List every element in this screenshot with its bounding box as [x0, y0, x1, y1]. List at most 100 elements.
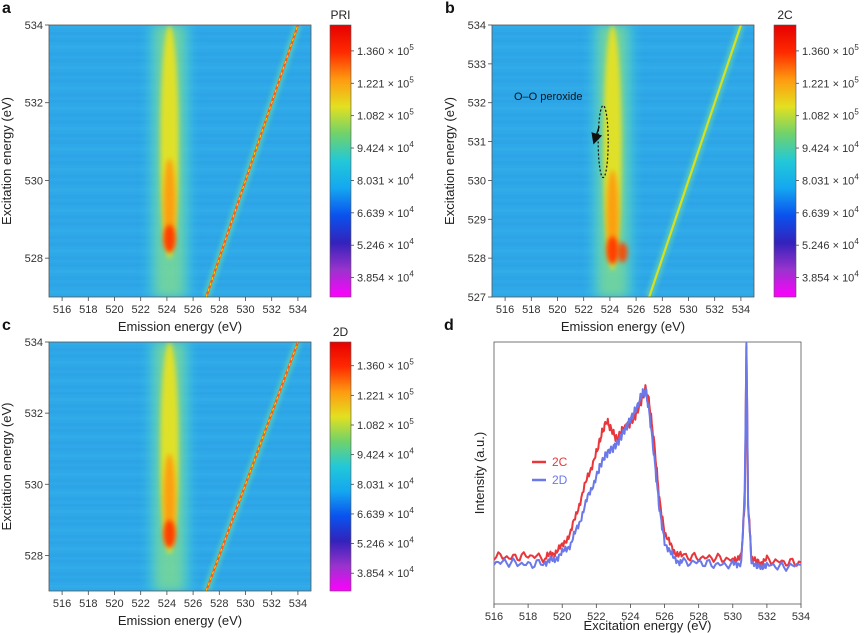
emission-peak-upper: [606, 170, 619, 261]
heatmap-image: [492, 25, 754, 297]
x-tick-label: 516: [53, 598, 71, 610]
colorbar-tick-label: 1.221 × 105: [357, 75, 414, 90]
colorbar-tick-label: 1.082 × 105: [802, 108, 859, 123]
plot-frame: [491, 24, 755, 298]
colorbar-tick-label: 5.246 × 104: [802, 237, 859, 252]
emission-peak-upper: [163, 454, 176, 545]
y-tick-label: 532: [25, 98, 43, 110]
x-tick-label: 522: [132, 598, 150, 610]
x-tick-label: 518: [519, 611, 537, 623]
colorbar-tick-label: 6.639 × 104: [357, 506, 414, 521]
x-tick-label: 526: [655, 611, 673, 623]
y-tick-label: 534: [25, 337, 43, 349]
colorbar-tick-label: 8.031 × 104: [357, 172, 414, 187]
peroxide-arrow: [591, 126, 603, 145]
x-tick-label: 534: [792, 611, 810, 623]
y-tick-label: 530: [468, 175, 486, 187]
x-tick-label: 516: [485, 611, 503, 623]
colorbar-tick-label: 6.639 × 104: [802, 205, 859, 220]
x-tick-label: 522: [132, 304, 150, 316]
y-tick-label: 529: [468, 214, 486, 226]
x-tick-label: 530: [724, 611, 742, 623]
heatmap-image: [49, 342, 311, 591]
x-tick-label: 534: [732, 304, 750, 316]
colorbar-tick-label: 1.082 × 105: [357, 417, 414, 432]
colorbar-tick-label: 6.639 × 104: [357, 205, 414, 220]
elastic-line: [205, 25, 299, 297]
x-tick-label: 532: [758, 611, 776, 623]
colorbar: [329, 24, 352, 298]
heatmap-panel-a: 516 518 520 522 524 526 528 530 532 534 528 530 532 5…: [0, 0, 414, 334]
y-tick-label: 533: [468, 59, 486, 71]
colorbar-tick-label: 3.854 × 104: [802, 270, 859, 285]
colorbar-tick-label: 1.360 × 105: [357, 43, 414, 58]
y-axis-title: Excitation energy (eV): [0, 97, 14, 225]
x-tick-label: 528: [210, 304, 228, 316]
colorbar-tick-label: 8.031 × 104: [802, 172, 859, 187]
heatmap-image: [49, 25, 311, 297]
x-tick-label: 524: [158, 598, 176, 610]
colorbar-title: 2D: [333, 325, 349, 339]
y-tick-label: 532: [468, 98, 486, 110]
x-tick-label: 524: [601, 304, 619, 316]
x-tick-label: 532: [263, 304, 281, 316]
panel-label: b: [445, 0, 455, 17]
colorbar-tick-label: 3.854 × 104: [357, 270, 414, 285]
colorbar-title: 2C: [777, 8, 793, 22]
x-tick-label: 518: [79, 598, 97, 610]
colorbar-tick-label: 9.424 × 104: [357, 140, 414, 155]
x-tick-label: 534: [289, 598, 307, 610]
colorbar-tick-label: 1.221 × 105: [357, 387, 414, 402]
y-tick-label: 532: [25, 408, 43, 420]
y-tick-label: 528: [468, 253, 486, 265]
x-tick-label: 520: [548, 304, 566, 316]
x-tick-label: 526: [627, 304, 645, 316]
x-tick-label: 528: [689, 611, 707, 623]
y-tick-label: 534: [468, 20, 486, 32]
colorbar-tick-label: 9.424 × 104: [357, 447, 414, 462]
heatmap-panel-c: 516 518 520 522 524 526 528 530 532 534 528 530 532 5…: [0, 317, 414, 628]
x-tick-label: 530: [679, 304, 697, 316]
legend-label-2C: 2C: [552, 455, 568, 469]
y-tick-label: 531: [468, 137, 486, 149]
colorbar: [329, 341, 352, 592]
x-tick-label: 534: [289, 304, 307, 316]
colorbar: [773, 24, 797, 298]
emission-peak-2: [617, 242, 628, 263]
plot-frame: [48, 24, 312, 298]
colorbar-tick-label: 1.360 × 105: [802, 43, 859, 58]
panel-label: d: [444, 317, 454, 334]
x-tick-label: 522: [575, 304, 593, 316]
y-tick-label: 528: [25, 550, 43, 562]
y-tick-label: 530: [25, 175, 43, 187]
colorbar-title: PRI: [330, 8, 350, 22]
x-axis-title: Emission energy (eV): [561, 319, 685, 334]
x-tick-label: 522: [587, 611, 605, 623]
heatmap-panel-b: 516 518 520 522 524 526 528 530 532 534 527 528 529 5…: [442, 0, 859, 334]
elastic-line: [648, 25, 742, 297]
x-tick-label: 520: [105, 304, 123, 316]
x-tick-label: 520: [553, 611, 571, 623]
colorbar-tick-label: 9.424 × 104: [802, 140, 859, 155]
y-tick-label: 534: [25, 20, 43, 32]
x-tick-label: 526: [184, 304, 202, 316]
y-tick-label: 528: [25, 253, 43, 265]
series-line-2D: [494, 342, 801, 572]
x-tick-label: 532: [706, 304, 724, 316]
y-tick-label: 530: [25, 479, 43, 491]
y-axis-title: Excitation energy (eV): [0, 403, 14, 531]
emission-peak-upper: [163, 158, 176, 249]
emission-peak: [163, 224, 176, 253]
plot-frame: [48, 341, 312, 592]
x-tick-label: 530: [236, 598, 254, 610]
panel-label: c: [2, 317, 11, 334]
x-tick-label: 516: [53, 304, 71, 316]
y-tick-label: 527: [468, 292, 486, 304]
y-axis-title: Excitation energy (eV): [442, 97, 457, 225]
colorbar-tick-label: 3.854 × 104: [357, 565, 414, 580]
legend-label-2D: 2D: [552, 473, 568, 487]
x-tick-label: 526: [184, 598, 202, 610]
x-tick-label: 524: [621, 611, 639, 623]
plot-area: [494, 342, 801, 572]
colorbar-tick-label: 5.246 × 104: [357, 237, 414, 252]
